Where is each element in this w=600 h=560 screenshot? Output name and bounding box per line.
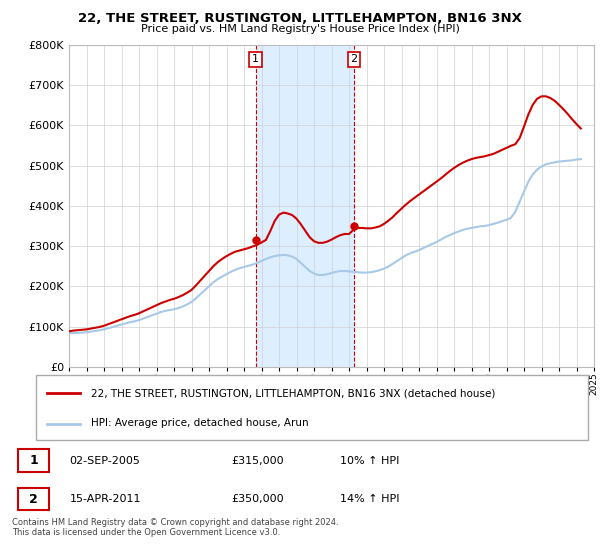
Bar [256, 45, 354, 367]
Text: £315,000: £315,000 [231, 456, 284, 465]
Text: 1: 1 [252, 54, 259, 64]
Bar [18, 488, 49, 510]
Text: Price paid vs. HM Land Registry's House Price Index (HPI): Price paid vs. HM Land Registry's House … [140, 24, 460, 34]
Text: 15-APR-2011: 15-APR-2011 [70, 494, 141, 504]
Text: 14% ↑ HPI: 14% ↑ HPI [340, 494, 400, 504]
Text: 2: 2 [29, 493, 38, 506]
Text: 10% ↑ HPI: 10% ↑ HPI [340, 456, 400, 465]
Text: 1: 1 [29, 454, 38, 467]
Text: 02-SEP-2005: 02-SEP-2005 [70, 456, 140, 465]
Bar [18, 449, 49, 472]
Text: Contains HM Land Registry data © Crown copyright and database right 2024.
This d: Contains HM Land Registry data © Crown c… [12, 518, 338, 538]
Text: 2: 2 [350, 54, 358, 64]
Text: £350,000: £350,000 [231, 494, 284, 504]
Text: HPI: Average price, detached house, Arun: HPI: Average price, detached house, Arun [91, 418, 309, 428]
Text: 22, THE STREET, RUSTINGTON, LITTLEHAMPTON, BN16 3NX (detached house): 22, THE STREET, RUSTINGTON, LITTLEHAMPTO… [91, 388, 496, 398]
Text: 22, THE STREET, RUSTINGTON, LITTLEHAMPTON, BN16 3NX: 22, THE STREET, RUSTINGTON, LITTLEHAMPTO… [78, 12, 522, 25]
